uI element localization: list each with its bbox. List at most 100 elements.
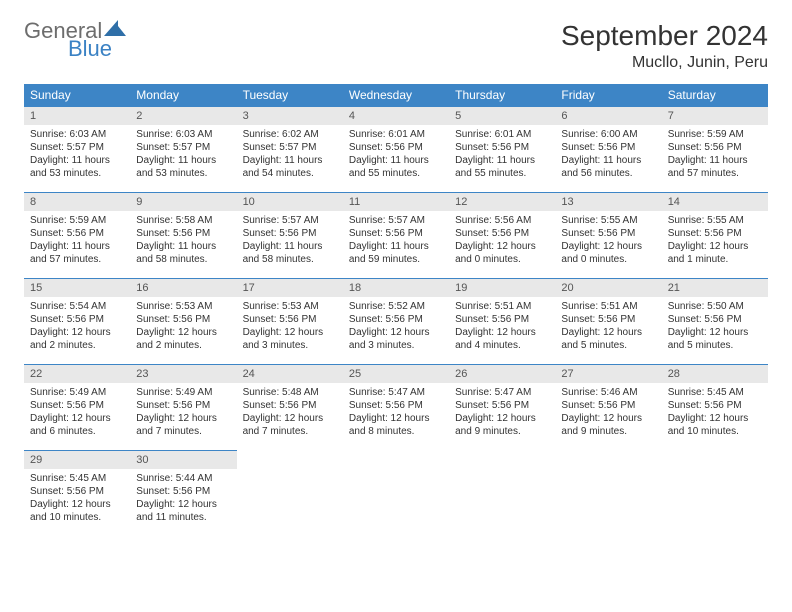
sunrise-text: Sunrise: 5:53 AM bbox=[136, 300, 230, 313]
day-body: Sunrise: 5:52 AMSunset: 5:56 PMDaylight:… bbox=[343, 297, 449, 358]
daylight-text: Daylight: 12 hours bbox=[349, 326, 443, 339]
sunrise-text: Sunrise: 5:56 AM bbox=[455, 214, 549, 227]
logo: General Blue bbox=[24, 20, 126, 60]
calendar-day-cell: 1Sunrise: 6:03 AMSunset: 5:57 PMDaylight… bbox=[24, 106, 130, 192]
sunrise-text: Sunrise: 5:49 AM bbox=[30, 386, 124, 399]
daylight-text: and 58 minutes. bbox=[243, 253, 337, 266]
day-number: 19 bbox=[449, 278, 555, 297]
day-number: 9 bbox=[130, 192, 236, 211]
sunset-text: Sunset: 5:56 PM bbox=[243, 227, 337, 240]
sunset-text: Sunset: 5:56 PM bbox=[349, 227, 443, 240]
day-number: 27 bbox=[555, 364, 661, 383]
sunset-text: Sunset: 5:56 PM bbox=[668, 313, 762, 326]
calendar-day-cell: 9Sunrise: 5:58 AMSunset: 5:56 PMDaylight… bbox=[130, 192, 236, 278]
daylight-text: and 56 minutes. bbox=[561, 167, 655, 180]
weekday-header: Monday bbox=[130, 84, 236, 106]
sunrise-text: Sunrise: 5:50 AM bbox=[668, 300, 762, 313]
sunset-text: Sunset: 5:57 PM bbox=[30, 141, 124, 154]
day-body: Sunrise: 5:59 AMSunset: 5:56 PMDaylight:… bbox=[24, 211, 130, 272]
day-body: Sunrise: 5:56 AMSunset: 5:56 PMDaylight:… bbox=[449, 211, 555, 272]
calendar-day-cell: 20Sunrise: 5:51 AMSunset: 5:56 PMDayligh… bbox=[555, 278, 661, 364]
sunrise-text: Sunrise: 6:00 AM bbox=[561, 128, 655, 141]
daylight-text: and 53 minutes. bbox=[136, 167, 230, 180]
daylight-text: Daylight: 11 hours bbox=[30, 240, 124, 253]
weekday-header: Sunday bbox=[24, 84, 130, 106]
daylight-text: Daylight: 12 hours bbox=[136, 412, 230, 425]
day-body: Sunrise: 5:49 AMSunset: 5:56 PMDaylight:… bbox=[24, 383, 130, 444]
calendar-day-cell: 19Sunrise: 5:51 AMSunset: 5:56 PMDayligh… bbox=[449, 278, 555, 364]
day-body: Sunrise: 5:51 AMSunset: 5:56 PMDaylight:… bbox=[555, 297, 661, 358]
daylight-text: Daylight: 11 hours bbox=[30, 154, 124, 167]
day-body: Sunrise: 5:53 AMSunset: 5:56 PMDaylight:… bbox=[130, 297, 236, 358]
calendar-empty-cell bbox=[343, 450, 449, 536]
daylight-text: Daylight: 12 hours bbox=[136, 326, 230, 339]
sunset-text: Sunset: 5:56 PM bbox=[668, 141, 762, 154]
sunset-text: Sunset: 5:56 PM bbox=[30, 227, 124, 240]
daylight-text: Daylight: 12 hours bbox=[668, 326, 762, 339]
daylight-text: Daylight: 12 hours bbox=[668, 240, 762, 253]
sunrise-text: Sunrise: 5:49 AM bbox=[136, 386, 230, 399]
daylight-text: and 10 minutes. bbox=[30, 511, 124, 524]
daylight-text: Daylight: 11 hours bbox=[349, 154, 443, 167]
calendar-empty-cell bbox=[237, 450, 343, 536]
daylight-text: Daylight: 12 hours bbox=[30, 326, 124, 339]
day-number: 16 bbox=[130, 278, 236, 297]
sunset-text: Sunset: 5:56 PM bbox=[668, 399, 762, 412]
sunrise-text: Sunrise: 5:51 AM bbox=[561, 300, 655, 313]
day-body: Sunrise: 5:46 AMSunset: 5:56 PMDaylight:… bbox=[555, 383, 661, 444]
logo-text-blue: Blue bbox=[68, 38, 126, 60]
weekday-header: Friday bbox=[555, 84, 661, 106]
daylight-text: and 2 minutes. bbox=[30, 339, 124, 352]
calendar-day-cell: 17Sunrise: 5:53 AMSunset: 5:56 PMDayligh… bbox=[237, 278, 343, 364]
daylight-text: and 5 minutes. bbox=[561, 339, 655, 352]
sunset-text: Sunset: 5:56 PM bbox=[349, 313, 443, 326]
sunrise-text: Sunrise: 5:45 AM bbox=[668, 386, 762, 399]
day-body: Sunrise: 5:57 AMSunset: 5:56 PMDaylight:… bbox=[237, 211, 343, 272]
day-body: Sunrise: 5:53 AMSunset: 5:56 PMDaylight:… bbox=[237, 297, 343, 358]
day-number: 10 bbox=[237, 192, 343, 211]
sunset-text: Sunset: 5:56 PM bbox=[561, 227, 655, 240]
sunset-text: Sunset: 5:56 PM bbox=[136, 227, 230, 240]
day-body: Sunrise: 5:45 AMSunset: 5:56 PMDaylight:… bbox=[24, 469, 130, 530]
sunrise-text: Sunrise: 5:52 AM bbox=[349, 300, 443, 313]
daylight-text: and 11 minutes. bbox=[136, 511, 230, 524]
day-number: 12 bbox=[449, 192, 555, 211]
calendar-empty-cell bbox=[662, 450, 768, 536]
sunrise-text: Sunrise: 5:57 AM bbox=[243, 214, 337, 227]
sunset-text: Sunset: 5:56 PM bbox=[455, 141, 549, 154]
daylight-text: and 0 minutes. bbox=[455, 253, 549, 266]
day-body: Sunrise: 5:55 AMSunset: 5:56 PMDaylight:… bbox=[555, 211, 661, 272]
calendar-week-row: 29Sunrise: 5:45 AMSunset: 5:56 PMDayligh… bbox=[24, 450, 768, 536]
day-number: 3 bbox=[237, 106, 343, 125]
calendar-day-cell: 30Sunrise: 5:44 AMSunset: 5:56 PMDayligh… bbox=[130, 450, 236, 536]
day-number: 22 bbox=[24, 364, 130, 383]
sunrise-text: Sunrise: 5:54 AM bbox=[30, 300, 124, 313]
sunset-text: Sunset: 5:56 PM bbox=[455, 399, 549, 412]
daylight-text: and 6 minutes. bbox=[30, 425, 124, 438]
day-number: 17 bbox=[237, 278, 343, 297]
daylight-text: Daylight: 12 hours bbox=[668, 412, 762, 425]
day-number: 20 bbox=[555, 278, 661, 297]
calendar-day-cell: 14Sunrise: 5:55 AMSunset: 5:56 PMDayligh… bbox=[662, 192, 768, 278]
day-number: 7 bbox=[662, 106, 768, 125]
day-number: 21 bbox=[662, 278, 768, 297]
day-number: 26 bbox=[449, 364, 555, 383]
sunrise-text: Sunrise: 5:47 AM bbox=[455, 386, 549, 399]
calendar-week-row: 8Sunrise: 5:59 AMSunset: 5:56 PMDaylight… bbox=[24, 192, 768, 278]
sunrise-text: Sunrise: 5:47 AM bbox=[349, 386, 443, 399]
daylight-text: and 9 minutes. bbox=[455, 425, 549, 438]
calendar-day-cell: 6Sunrise: 6:00 AMSunset: 5:56 PMDaylight… bbox=[555, 106, 661, 192]
day-body: Sunrise: 5:51 AMSunset: 5:56 PMDaylight:… bbox=[449, 297, 555, 358]
sunrise-text: Sunrise: 6:01 AM bbox=[455, 128, 549, 141]
daylight-text: Daylight: 12 hours bbox=[30, 412, 124, 425]
daylight-text: and 54 minutes. bbox=[243, 167, 337, 180]
daylight-text: and 8 minutes. bbox=[349, 425, 443, 438]
day-number: 28 bbox=[662, 364, 768, 383]
sunset-text: Sunset: 5:56 PM bbox=[30, 485, 124, 498]
sunset-text: Sunset: 5:57 PM bbox=[136, 141, 230, 154]
sunrise-text: Sunrise: 5:51 AM bbox=[455, 300, 549, 313]
calendar-day-cell: 29Sunrise: 5:45 AMSunset: 5:56 PMDayligh… bbox=[24, 450, 130, 536]
daylight-text: Daylight: 12 hours bbox=[243, 326, 337, 339]
sunrise-text: Sunrise: 6:03 AM bbox=[30, 128, 124, 141]
sunrise-text: Sunrise: 5:48 AM bbox=[243, 386, 337, 399]
